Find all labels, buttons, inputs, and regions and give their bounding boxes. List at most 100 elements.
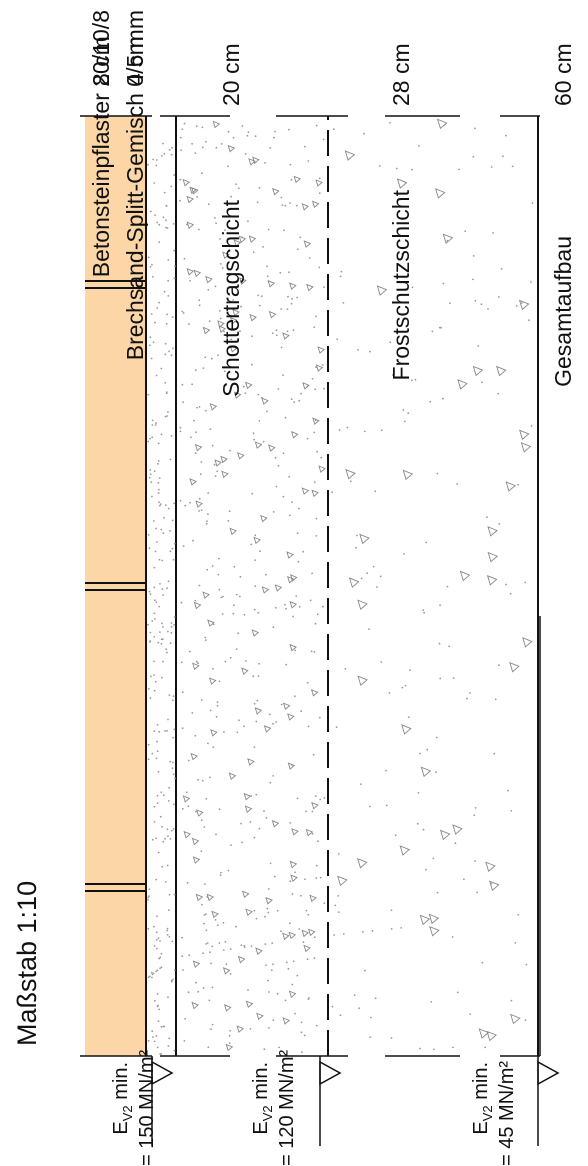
aggregate-grain bbox=[233, 391, 242, 399]
aggregate-dot bbox=[165, 392, 168, 395]
aggregate-dot bbox=[458, 168, 461, 171]
aggregate-dot bbox=[266, 275, 269, 278]
aggregate-dot bbox=[163, 516, 165, 519]
aggregate-dot bbox=[156, 794, 159, 797]
aggregate-dot bbox=[363, 132, 365, 135]
aggregate-dot bbox=[210, 357, 213, 360]
aggregate-dot bbox=[288, 271, 291, 274]
aggregate-dot bbox=[435, 771, 438, 773]
aggregate-dot bbox=[148, 975, 151, 978]
aggregate-dot bbox=[156, 969, 159, 972]
aggregate-dot bbox=[396, 332, 399, 335]
aggregate-dot bbox=[160, 966, 163, 969]
aggregate-dot bbox=[194, 452, 197, 455]
aggregate-dot bbox=[339, 1014, 342, 1017]
aggregate-dot bbox=[184, 1017, 187, 1020]
aggregate-dot bbox=[258, 186, 261, 189]
aggregate-dot bbox=[188, 954, 191, 957]
aggregate-dot bbox=[198, 406, 201, 408]
aggregate-dot bbox=[346, 426, 349, 429]
aggregate-dot bbox=[215, 222, 218, 225]
aggregate-grain bbox=[303, 240, 312, 248]
aggregate-grain bbox=[229, 345, 238, 353]
aggregate-dot bbox=[422, 609, 425, 612]
aggregate-grain bbox=[419, 914, 431, 926]
aggregate-dot bbox=[170, 632, 173, 634]
aggregate-dot bbox=[481, 961, 484, 964]
aggregate-dot bbox=[187, 991, 190, 994]
aggregate-dot bbox=[166, 927, 169, 930]
aggregate-dot bbox=[295, 595, 298, 597]
aggregate-dot bbox=[298, 605, 301, 608]
aggregate-dot bbox=[170, 435, 173, 437]
aggregate-dot bbox=[149, 266, 152, 268]
aggregate-dot bbox=[157, 937, 160, 939]
aggregate-dot bbox=[155, 164, 158, 167]
aggregate-dot bbox=[247, 989, 249, 991]
aggregate-dot bbox=[208, 999, 211, 1002]
aggregate-dot bbox=[267, 979, 269, 982]
aggregate-dot bbox=[167, 630, 169, 633]
ev2-subscript: V2 bbox=[260, 1105, 275, 1122]
aggregate-dot bbox=[201, 779, 204, 782]
aggregate-dot bbox=[224, 229, 226, 231]
aggregate-grain bbox=[442, 233, 454, 245]
paver-layer bbox=[85, 116, 146, 1056]
aggregate-dot bbox=[187, 805, 190, 808]
aggregate-dot bbox=[288, 922, 291, 925]
aggregate-dot bbox=[156, 221, 159, 224]
aggregate-dot bbox=[390, 1037, 393, 1039]
aggregate-dot bbox=[452, 1046, 454, 1049]
aggregate-dot bbox=[282, 374, 284, 376]
aggregate-dot bbox=[147, 534, 150, 536]
aggregate-dot bbox=[290, 302, 293, 305]
aggregate-grain bbox=[288, 990, 297, 999]
aggregate-dot bbox=[216, 701, 219, 703]
aggregate-dot bbox=[509, 592, 512, 595]
aggregate-dot bbox=[310, 650, 313, 653]
aggregate-dot bbox=[440, 326, 443, 329]
aggregate-dot bbox=[436, 891, 439, 894]
aggregate-grain bbox=[192, 662, 200, 671]
aggregate-dot bbox=[232, 136, 235, 139]
aggregate-dot bbox=[195, 981, 197, 984]
aggregate-dot bbox=[300, 894, 302, 897]
aggregate-dot bbox=[378, 165, 381, 167]
aggregate-dot bbox=[147, 393, 150, 396]
aggregate-dot bbox=[298, 507, 300, 510]
aggregate-dot bbox=[157, 482, 160, 484]
aggregate-dot bbox=[199, 473, 202, 476]
aggregate-dot bbox=[278, 1046, 281, 1049]
aggregate-dot bbox=[349, 480, 352, 483]
aggregate-dot bbox=[173, 249, 176, 252]
aggregate-dot bbox=[500, 268, 503, 270]
aggregate-grain bbox=[420, 766, 432, 778]
aggregate-dot bbox=[195, 810, 197, 813]
aggregate-dot bbox=[315, 877, 318, 879]
aggregate-dot bbox=[251, 492, 254, 495]
aggregate-dot bbox=[215, 715, 218, 718]
aggregate-dot bbox=[167, 411, 169, 413]
aggregate-dot bbox=[198, 510, 201, 512]
aggregate-dot bbox=[274, 130, 277, 133]
aggregate-grain bbox=[251, 629, 260, 637]
aggregate-dot bbox=[164, 730, 166, 732]
aggregate-dot bbox=[162, 794, 165, 797]
aggregate-grain bbox=[399, 845, 411, 856]
aggregate-dot bbox=[150, 481, 153, 483]
aggregate-dot bbox=[307, 725, 310, 728]
aggregate-dot bbox=[402, 409, 405, 411]
aggregate-dot bbox=[276, 909, 279, 912]
aggregate-grain bbox=[472, 365, 484, 377]
aggregate-dot bbox=[487, 308, 489, 310]
aggregate-dot bbox=[173, 277, 176, 280]
aggregate-dot bbox=[173, 542, 176, 545]
aggregate-dot bbox=[235, 925, 237, 928]
aggregate-dot bbox=[172, 827, 175, 830]
aggregate-dot bbox=[166, 415, 169, 417]
aggregate-dot bbox=[267, 228, 270, 231]
aggregate-dot bbox=[160, 528, 163, 531]
aggregate-dot bbox=[147, 927, 150, 930]
aggregate-dot bbox=[530, 281, 532, 283]
aggregate-dot bbox=[430, 1000, 433, 1003]
